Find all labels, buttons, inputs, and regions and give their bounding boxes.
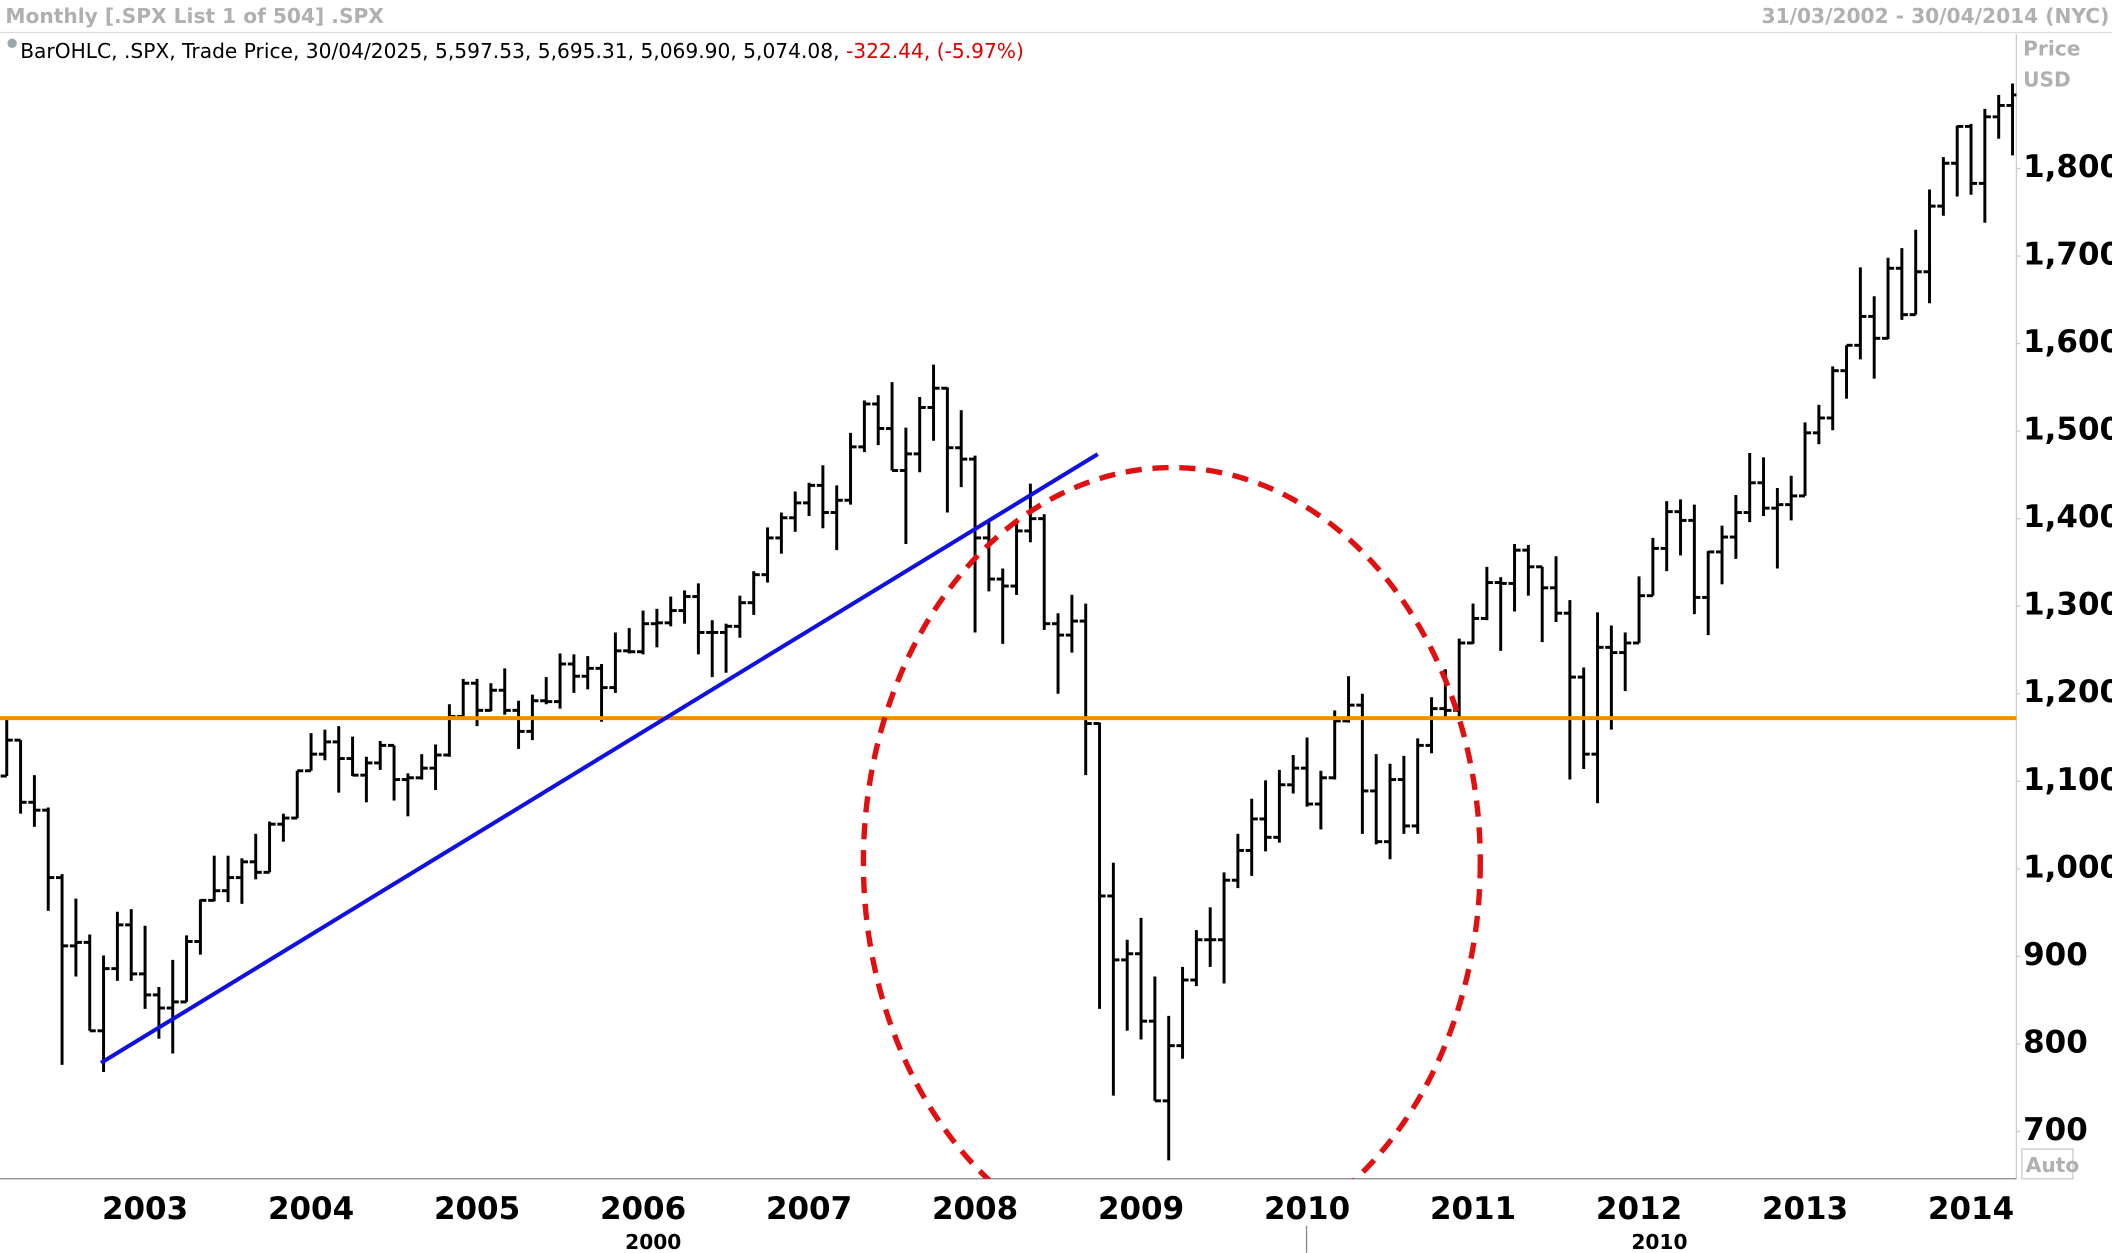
y-tick-label: 700 [2023, 1112, 2088, 1148]
legend-values: BarOHLC, .SPX, Trade Price, 30/04/2025, … [20, 39, 839, 63]
x-tick-label: 2005 [434, 1191, 520, 1227]
x-tick-label: 2007 [766, 1191, 852, 1227]
x-tick-label: 2008 [932, 1191, 1018, 1227]
legend-text: BarOHLC, .SPX, Trade Price, 30/04/2025, … [20, 39, 1024, 63]
date-range: 31/03/2002 - 30/04/2014 (NYC) [1762, 4, 2110, 28]
x-tick-label: 2010 [1264, 1191, 1350, 1227]
x-tick-label: 2006 [600, 1191, 686, 1227]
decade-label: 2010 [1631, 1230, 1687, 1253]
x-tick-label: 2014 [1928, 1191, 2014, 1227]
scale-mode-box [2021, 1148, 2074, 1180]
y-tick-label: 1,600 [2023, 324, 2112, 360]
trend-line [99, 452, 1099, 1065]
y-tick-label: 1,300 [2023, 587, 2112, 623]
y-scale-mode: Auto [2026, 1153, 2080, 1177]
x-tick-label: 2011 [1430, 1191, 1516, 1227]
y-tick-label: 800 [2023, 1024, 2088, 1060]
x-tick-label: 2003 [102, 1191, 188, 1227]
plot-area [0, 83, 2017, 1161]
y-tick-label: 1,700 [2023, 237, 2112, 273]
annotations [0, 452, 2017, 1179]
x-tick-label: 2004 [268, 1191, 354, 1227]
chart-title: Monthly [.SPX List 1 of 504] .SPX [5, 4, 384, 28]
x-tick-label: 2009 [1098, 1191, 1184, 1227]
decade-label: 2000 [625, 1230, 681, 1253]
y-tick-label: 1,800 [2023, 149, 2112, 185]
highlight-ellipse [860, 464, 1483, 1179]
x-tick-label: 2013 [1762, 1191, 1848, 1227]
y-tick-label: 1,200 [2023, 674, 2112, 710]
y-axis-label: Price [2023, 36, 2080, 60]
x-tick-label: 2012 [1596, 1191, 1682, 1227]
y-tick-label: 1,500 [2023, 412, 2112, 448]
y-tick-label: 1,400 [2023, 499, 2112, 535]
legend-change: -322.44, (-5.97%) [846, 39, 1024, 63]
y-tick-label: 1,100 [2023, 762, 2112, 798]
y-tick-label: 900 [2023, 937, 2088, 973]
y-tick-label: 1,000 [2023, 849, 2112, 885]
y-axis-unit: USD [2023, 67, 2071, 91]
legend-icon [7, 38, 17, 48]
